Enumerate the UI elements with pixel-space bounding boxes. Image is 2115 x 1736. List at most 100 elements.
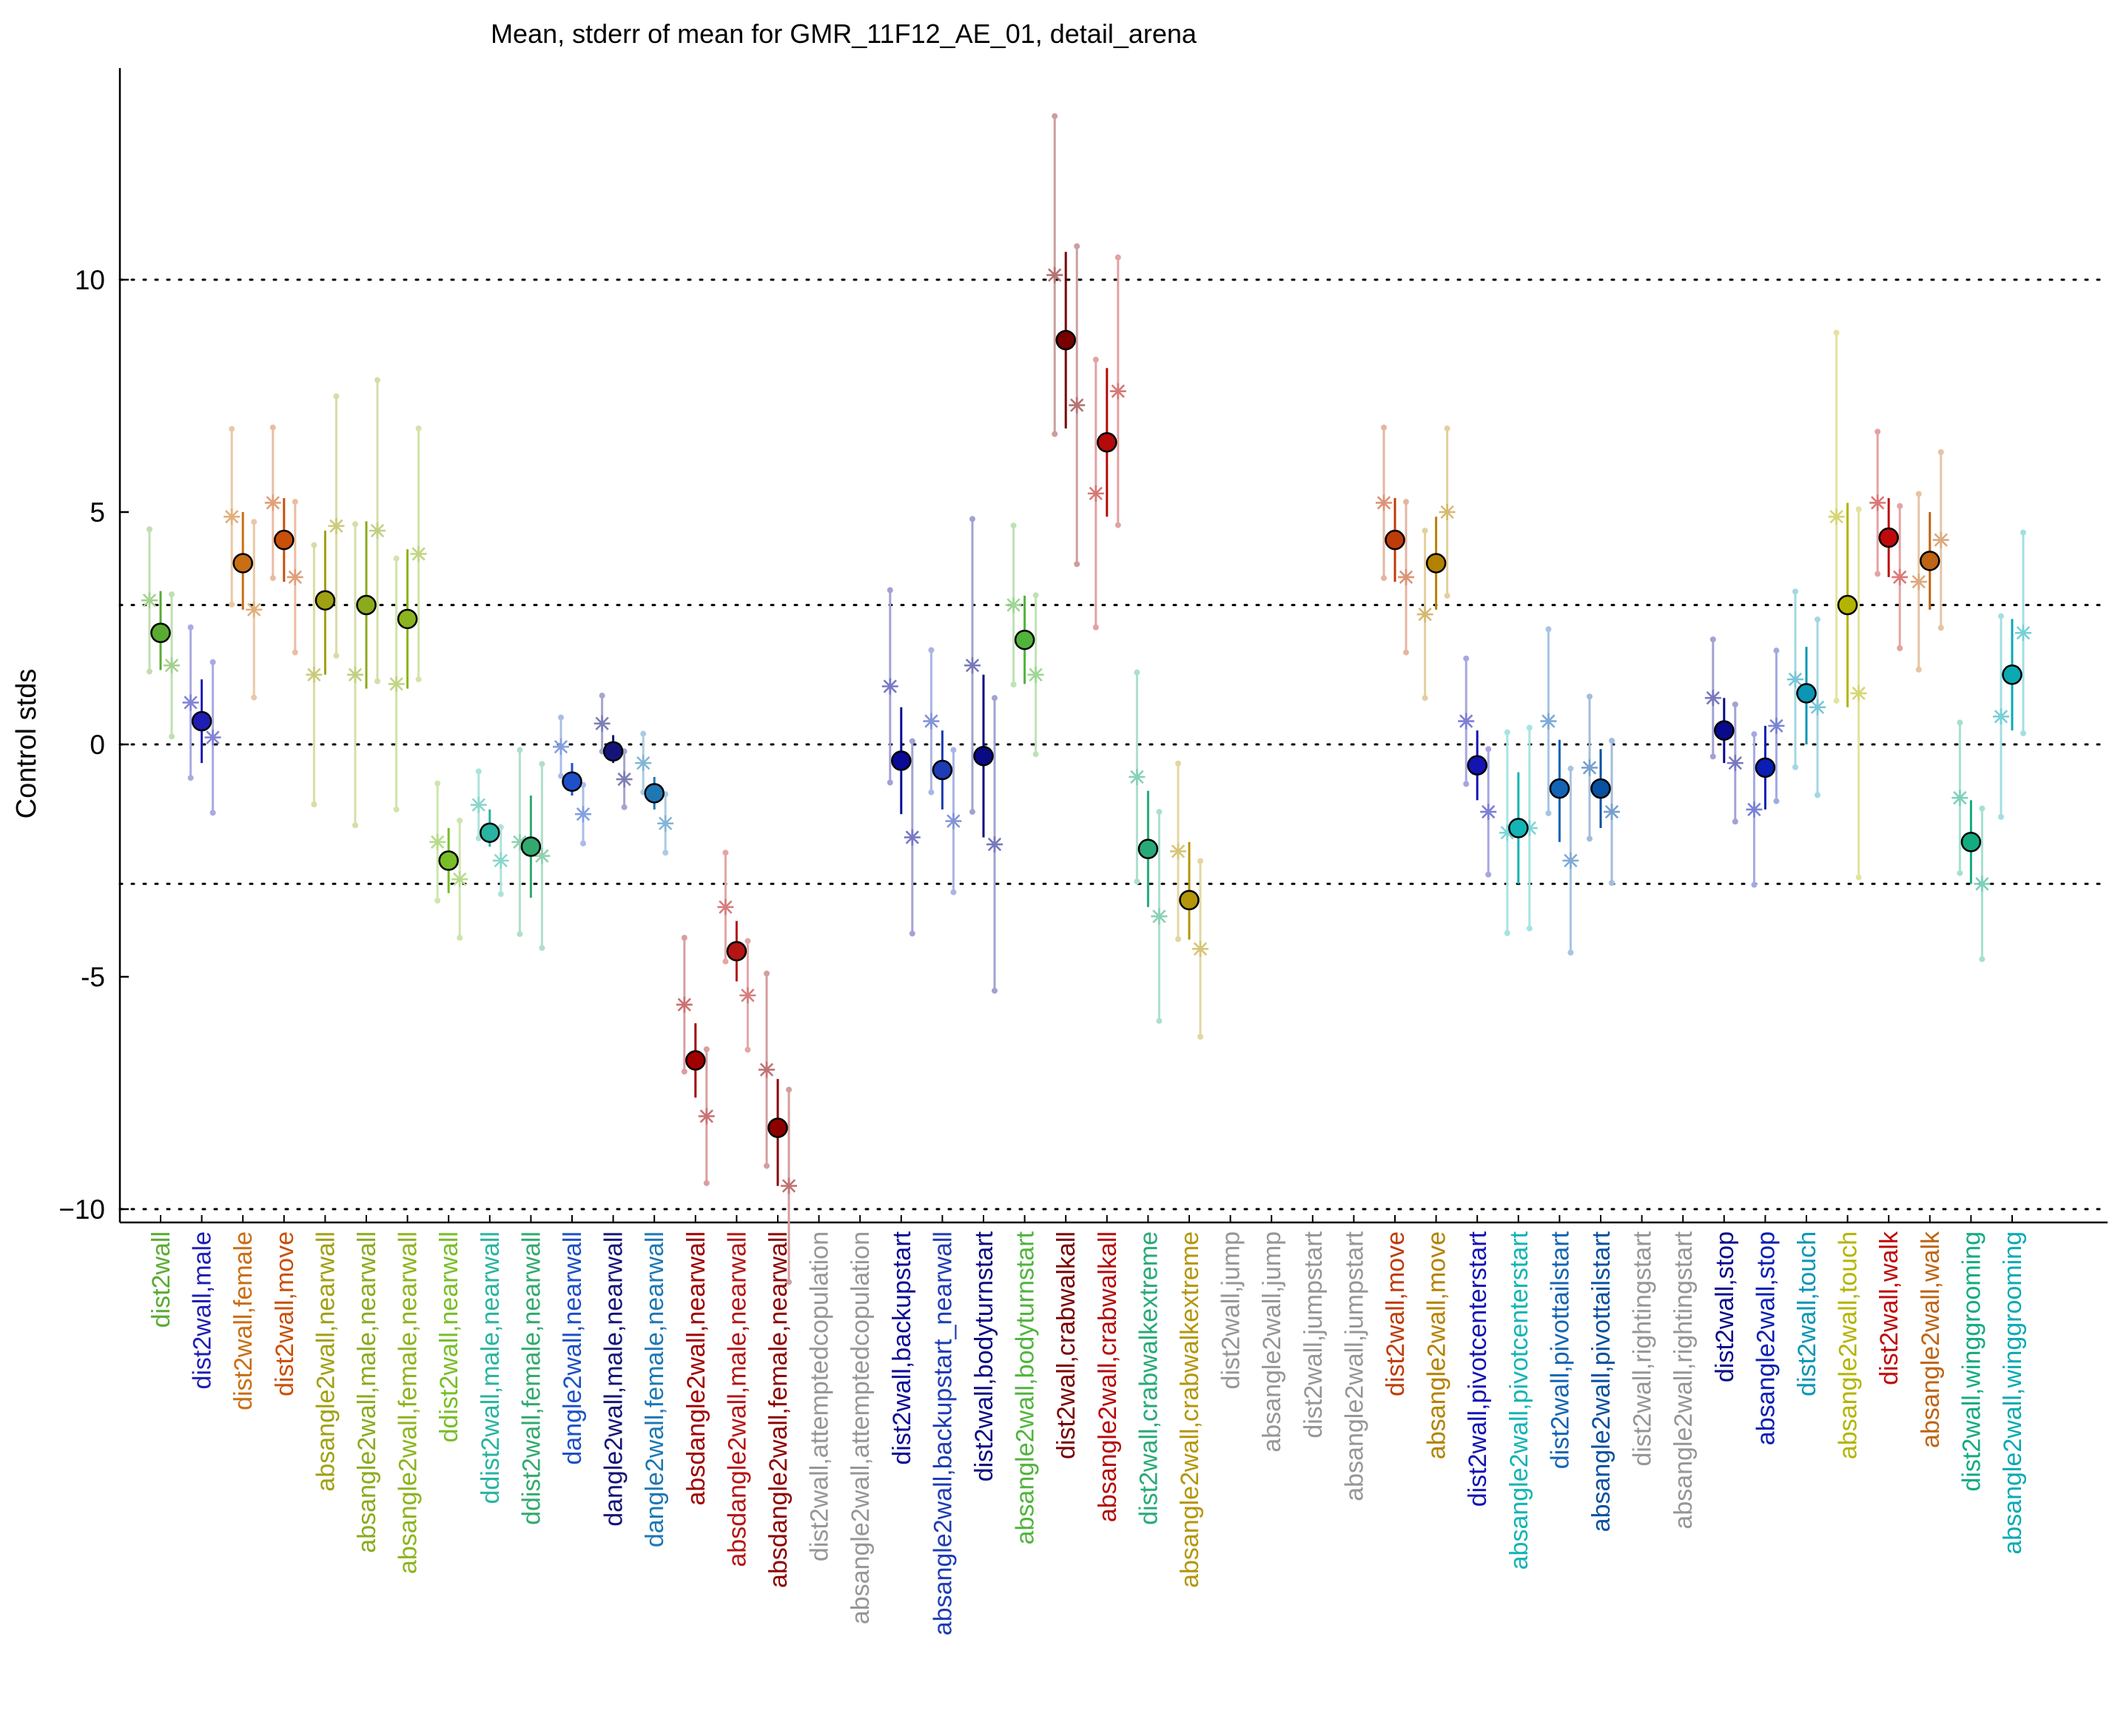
x-tick-label: dist2wall,attemptedcopulation <box>806 1231 834 1561</box>
mean-point <box>2002 665 2022 685</box>
x-tick-label: absangle2wall,rightingstart <box>1670 1231 1698 1529</box>
set-range-point <box>169 591 175 598</box>
set-range-point <box>681 1069 687 1075</box>
x-tick-label: dist2wall,winggrooming <box>1957 1231 1985 1492</box>
set-range-point <box>1074 243 1080 249</box>
set-range-point <box>415 676 422 683</box>
x-tick-label: absdangle2wall,male,nearwall <box>723 1231 751 1567</box>
set-range-point <box>1032 592 1039 599</box>
set-range-point <box>1897 502 1903 509</box>
set-range-point <box>1874 428 1881 435</box>
set-mean-marker <box>1069 397 1086 414</box>
mean-point <box>1755 757 1776 778</box>
x-tick-label: dist2wall,bodyturnstart <box>970 1231 998 1481</box>
reference-lines <box>118 278 2109 1211</box>
set-range-point <box>229 601 235 608</box>
set-mean-marker <box>1768 717 1785 734</box>
set-mean-marker <box>1892 568 1909 585</box>
set-mean-marker <box>1458 713 1475 730</box>
set-range-point <box>928 647 935 653</box>
set-range-point <box>147 668 152 675</box>
set-range-point <box>1915 491 1922 497</box>
set-mean-marker <box>1480 804 1497 821</box>
set-range-point <box>1609 880 1615 886</box>
x-tick-label: dist2wall,rightingstart <box>1629 1231 1657 1466</box>
set-range-point <box>1134 669 1140 676</box>
set-range-point <box>1422 528 1428 534</box>
x-tick-label: ddist2wall,male,nearwall <box>477 1231 505 1504</box>
x-tick-label: absangle2wall,bodyturnstart <box>1012 1231 1040 1544</box>
set-mean-marker <box>492 852 509 869</box>
set-range-point <box>292 499 298 505</box>
set-range-point <box>662 850 669 856</box>
set-range-point <box>1422 695 1428 702</box>
set-range-point <box>1915 666 1922 673</box>
set-range-point <box>1998 613 2004 619</box>
set-range-point <box>333 393 340 400</box>
set-mean-marker <box>1746 801 1763 818</box>
set-range-point <box>1587 693 1593 700</box>
mean-point <box>1549 778 1570 799</box>
set-range-point <box>1114 254 1121 260</box>
x-tick-label: absdangle2wall,female,nearwall <box>764 1231 793 1588</box>
mean-point <box>767 1117 788 1138</box>
set-range-point <box>992 695 998 702</box>
set-range-point <box>703 1180 710 1186</box>
mean-point <box>1837 594 1858 616</box>
set-range-point <box>434 780 441 787</box>
set-range-point <box>1957 869 1963 876</box>
set-range-point <box>1010 522 1017 529</box>
x-tick-label: absangle2wall,pivotcenterstart <box>1505 1231 1533 1570</box>
set-range-point <box>497 891 504 898</box>
x-tick-label: dist2wall,crabwalkextreme <box>1134 1231 1163 1525</box>
set-mean-marker <box>904 829 921 846</box>
x-tick-label: absangle2wall,female,nearwall <box>394 1231 423 1574</box>
set-mean-marker <box>1993 708 2009 725</box>
set-range-point <box>1134 878 1140 885</box>
set-range-point <box>1485 746 1492 753</box>
set-mean-marker <box>759 1061 775 1078</box>
set-range-point <box>374 377 380 383</box>
set-mean-marker <box>1910 573 1927 591</box>
set-range-point <box>187 624 194 630</box>
set-range-point <box>457 935 463 941</box>
set-range-point <box>950 889 957 895</box>
set-mean-marker <box>429 833 446 850</box>
set-mean-marker <box>534 847 551 864</box>
chart-title: Mean, stderr of mean for GMR_11F12_AE_01… <box>491 18 1197 49</box>
set-range-point <box>1010 681 1017 687</box>
set-range-point <box>457 817 463 824</box>
set-range-point <box>2020 529 2026 536</box>
set-mean-marker <box>451 871 468 888</box>
set-range-point <box>1504 729 1510 736</box>
mean-point <box>191 710 212 732</box>
set-range-point <box>722 958 729 965</box>
mean-point <box>397 608 418 630</box>
set-mean-marker <box>264 494 281 511</box>
x-tick-label: ddist2wall,female,nearwall <box>517 1231 545 1525</box>
set-range-point <box>703 1046 710 1052</box>
set-range-point <box>269 575 276 582</box>
set-range-point <box>374 678 380 684</box>
set-mean-marker <box>986 836 1003 853</box>
set-mean-marker <box>1151 908 1168 925</box>
set-range-point <box>744 938 751 944</box>
set-range-point <box>1197 858 1203 864</box>
set-mean-marker <box>470 796 487 813</box>
set-mean-marker <box>1604 804 1620 821</box>
set-range-point <box>969 516 975 522</box>
set-range-point <box>1815 616 1820 623</box>
set-range-point <box>1114 522 1121 528</box>
set-range-point <box>269 424 276 431</box>
set-range-point <box>393 555 400 562</box>
x-tick-label: absangle2wall,jumpstart <box>1340 1231 1368 1501</box>
set-range-point <box>992 987 998 994</box>
set-range-point <box>251 694 258 701</box>
set-range-point <box>1092 624 1099 630</box>
set-range-point <box>1833 329 1840 336</box>
set-mean-marker <box>1869 494 1886 511</box>
mean-point <box>1179 889 1200 911</box>
x-tick-label: absangle2wall,male,nearwall <box>353 1231 381 1553</box>
set-range-point <box>1937 625 1944 631</box>
mean-point <box>274 529 295 551</box>
